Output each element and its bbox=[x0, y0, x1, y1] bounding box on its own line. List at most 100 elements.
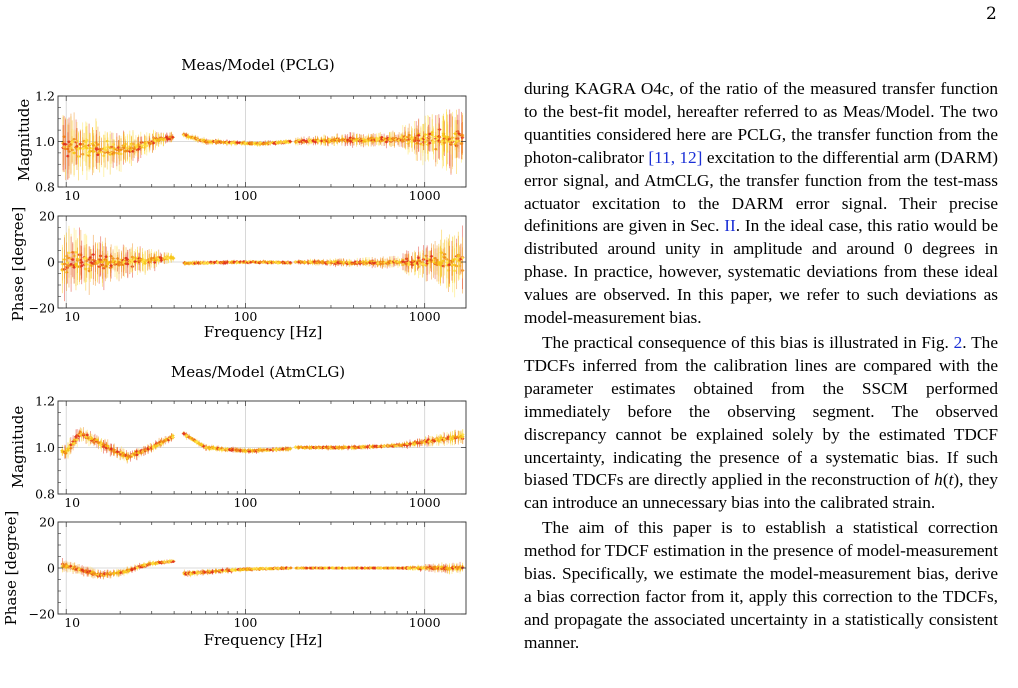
data-point bbox=[399, 136, 403, 139]
data-point bbox=[63, 262, 66, 266]
data-point bbox=[152, 141, 155, 145]
pclg-phase-ylabel: Phase [degree] bbox=[9, 207, 27, 322]
data-point bbox=[106, 262, 110, 266]
data-point bbox=[82, 432, 85, 436]
data-point bbox=[259, 260, 262, 264]
data-point bbox=[423, 133, 427, 136]
data-points bbox=[60, 225, 465, 302]
data-point bbox=[433, 256, 437, 260]
data-point bbox=[430, 254, 433, 258]
data-point bbox=[84, 144, 88, 148]
data-point bbox=[166, 137, 170, 141]
data-point bbox=[135, 453, 139, 457]
data-point bbox=[453, 132, 457, 135]
y-tick-label: 0 bbox=[47, 255, 55, 270]
data-point bbox=[455, 257, 458, 261]
data-point bbox=[66, 154, 70, 158]
data-point bbox=[288, 140, 292, 143]
data-point bbox=[89, 256, 92, 259]
data-point bbox=[95, 148, 98, 151]
data-point bbox=[64, 452, 68, 455]
data-point bbox=[451, 139, 454, 142]
data-point bbox=[87, 269, 91, 273]
data-point bbox=[155, 444, 159, 448]
data-point bbox=[236, 261, 239, 264]
x-tick-label: 10 bbox=[64, 188, 80, 203]
data-point bbox=[85, 146, 89, 150]
data-point bbox=[171, 135, 175, 139]
pclg-xlabel: Frequency [Hz] bbox=[204, 323, 323, 341]
data-point bbox=[122, 146, 126, 150]
data-point bbox=[106, 444, 110, 448]
data-point bbox=[67, 144, 71, 148]
data-point bbox=[397, 139, 401, 142]
data-point bbox=[80, 264, 83, 268]
data-point bbox=[67, 251, 71, 255]
data-point bbox=[82, 146, 86, 150]
data-point bbox=[418, 259, 422, 263]
data-point bbox=[104, 255, 108, 259]
data-point bbox=[407, 261, 411, 264]
data-point bbox=[380, 136, 384, 139]
data-point bbox=[428, 141, 432, 145]
data-point bbox=[445, 261, 449, 264]
data-point bbox=[67, 264, 71, 267]
y-tick-label: −20 bbox=[29, 301, 55, 316]
data-point bbox=[434, 147, 438, 151]
data-point bbox=[461, 133, 464, 137]
data-point bbox=[90, 437, 94, 440]
data-point bbox=[404, 136, 407, 139]
data-point bbox=[85, 259, 89, 263]
y-tick-label: 1.2 bbox=[35, 89, 55, 104]
pclg-magnitude-axes: 10 100 1000 0.8 1.0 1.2 bbox=[35, 89, 467, 203]
x-tick-label: 10 bbox=[64, 309, 80, 324]
data-point bbox=[401, 140, 405, 143]
data-point bbox=[440, 251, 443, 254]
x-tick-label: 100 bbox=[234, 309, 258, 324]
data-point bbox=[430, 133, 434, 137]
data-point bbox=[72, 266, 76, 269]
data-point bbox=[145, 144, 149, 148]
data-point bbox=[85, 433, 89, 437]
data-point bbox=[64, 142, 67, 146]
data-point bbox=[443, 256, 446, 259]
data-point bbox=[441, 259, 445, 263]
data-point bbox=[100, 150, 103, 154]
x-tick-label: 100 bbox=[234, 188, 258, 203]
data-point bbox=[103, 146, 107, 149]
data-point bbox=[66, 261, 69, 265]
data-point bbox=[101, 260, 104, 264]
data-point bbox=[132, 147, 136, 151]
data-point bbox=[152, 444, 155, 448]
data-point bbox=[109, 264, 113, 267]
data-point bbox=[70, 141, 74, 144]
data-point bbox=[415, 137, 419, 140]
pclg-phase-axes: 10 100 1000 −20 0 20 bbox=[29, 209, 467, 324]
data-point bbox=[92, 150, 96, 153]
data-point bbox=[171, 257, 175, 260]
data-point bbox=[456, 254, 460, 258]
data-point bbox=[110, 447, 113, 450]
data-point bbox=[406, 135, 410, 139]
data-point bbox=[385, 140, 388, 144]
data-point bbox=[461, 256, 464, 260]
data-points bbox=[61, 108, 465, 181]
data-point bbox=[139, 451, 143, 455]
y-tick-label: 0.8 bbox=[35, 180, 55, 195]
data-point bbox=[407, 133, 411, 137]
data-point bbox=[95, 438, 99, 442]
data-point bbox=[314, 140, 317, 144]
data-point bbox=[160, 442, 163, 445]
data-point bbox=[75, 438, 79, 441]
data-point bbox=[410, 137, 414, 141]
y-tick-label: 1.0 bbox=[35, 134, 55, 149]
data-point bbox=[153, 261, 157, 264]
data-point bbox=[143, 262, 147, 265]
data-point bbox=[443, 134, 446, 138]
data-point bbox=[318, 261, 322, 264]
y-tick-label: 20 bbox=[39, 209, 55, 224]
data-point bbox=[100, 443, 103, 446]
data-point bbox=[112, 450, 116, 454]
